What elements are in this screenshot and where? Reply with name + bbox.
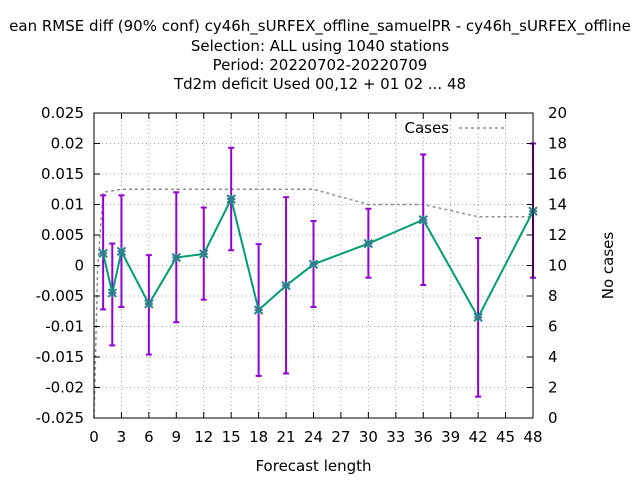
data-point-marker: [281, 280, 291, 291]
data-point-marker: [98, 248, 108, 259]
y-tick-label: 0.015: [41, 165, 84, 183]
x-tick-label: 27: [331, 428, 350, 446]
ticks: 0 3 6 9 12 15 18 21 24 27 30 33 36 39 42 45 480.0250.020…: [36, 104, 567, 446]
x-tick-label: 15: [222, 428, 241, 446]
cases-line: [93, 188, 533, 419]
data-point-marker: [116, 246, 127, 257]
x-tick-label: 0: [89, 428, 99, 446]
y2-tick-label: 6: [548, 318, 558, 336]
chart-subtitle-period: Period: 20220702-20220709: [212, 56, 428, 74]
x-tick-label: 42: [469, 428, 488, 446]
chart-subtitle-variable: Td2m deficit Used 00,12 + 01 02 ... 48: [173, 75, 467, 93]
x-tick-label: 45: [496, 428, 515, 446]
y2-tick-label: 10: [548, 257, 567, 275]
x-tick-label: 24: [304, 428, 323, 446]
data-point-marker: [226, 194, 236, 204]
y-tick-label: -0.01: [45, 318, 84, 336]
data-point-marker: [253, 305, 264, 315]
y-tick-label: -0.005: [36, 287, 84, 305]
x-tick-label: 21: [277, 428, 296, 446]
data-point-marker: [308, 259, 319, 269]
y2-tick-label: 20: [548, 104, 567, 122]
y-tick-label: -0.015: [36, 348, 84, 366]
x-tick-label: 48: [523, 428, 542, 446]
x-tick-label: 30: [359, 428, 378, 446]
rmse-series: [98, 142, 538, 398]
x-tick-label: 36: [414, 428, 433, 446]
y2-tick-label: 14: [548, 196, 567, 214]
y-tick-label: -0.02: [45, 379, 84, 397]
data-point-marker: [107, 288, 117, 298]
chart-subtitle-selection: Selection: ALL using 1040 stations: [190, 37, 450, 55]
y-tick-label: 0.01: [51, 196, 84, 214]
data-point-marker: [363, 238, 374, 249]
x-tick-label: 12: [194, 428, 213, 446]
x-tick-label: 3: [117, 428, 127, 446]
legend: Cases: [404, 119, 506, 137]
cases-series: [93, 188, 533, 419]
y2-tick-label: 4: [548, 348, 558, 366]
x-tick-label: 9: [172, 428, 182, 446]
data-point-marker: [144, 299, 154, 309]
y-tick-label: 0.025: [41, 104, 84, 122]
y-tick-label: 0: [74, 257, 84, 275]
data-point-marker: [473, 312, 483, 323]
y2-tick-label: 18: [548, 135, 567, 153]
x-tick-label: 39: [441, 428, 460, 446]
y2-tick-label: 0: [548, 409, 558, 427]
y2-axis-label: No cases: [599, 232, 617, 300]
x-axis-label: Forecast length: [255, 457, 371, 475]
y2-tick-label: 16: [548, 165, 567, 183]
mean-line: [102, 196, 534, 320]
x-tick-label: 6: [144, 428, 154, 446]
x-tick-label: 18: [249, 428, 268, 446]
data-point-marker: [171, 252, 182, 263]
data-point-marker: [418, 215, 428, 225]
y2-tick-label: 8: [548, 287, 558, 305]
y2-tick-label: 12: [548, 226, 567, 244]
legend-label-cases: Cases: [404, 119, 449, 137]
x-tick-label: 33: [386, 428, 405, 446]
chart-title: ean RMSE diff (90% conf) cy46h_sURFEX_of…: [9, 17, 631, 35]
y-tick-label: 0.02: [51, 135, 84, 153]
y-tick-label: 0.005: [41, 226, 84, 244]
data-point-marker: [199, 249, 209, 259]
y2-tick-label: 2: [548, 379, 558, 397]
y-tick-label: -0.025: [36, 409, 84, 427]
